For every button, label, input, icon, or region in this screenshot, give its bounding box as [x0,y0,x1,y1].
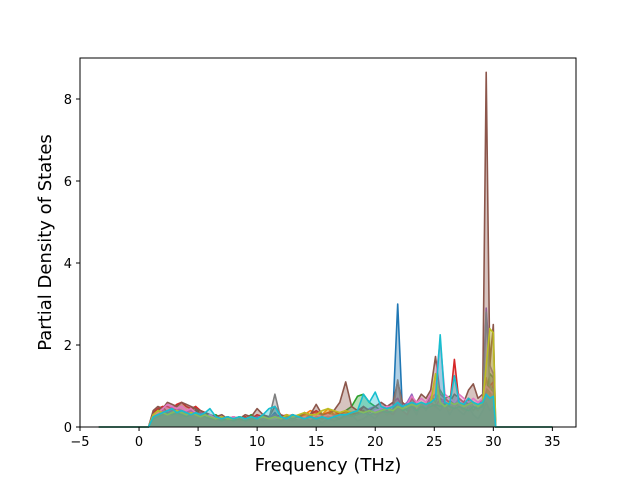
x-axis-label: Frequency (THz) [255,455,402,476]
series-layer [98,71,553,428]
series-fill-4 [98,359,553,427]
y-axis-label: Partial Density of States [35,134,56,351]
series-fill-2 [98,377,553,427]
series-fill-9 [98,328,553,427]
series-line-10 [98,333,553,428]
x-tick-label: −5 [70,435,89,450]
series-line-6 [98,71,553,428]
plot-frame [79,57,577,428]
y-tick-label: 8 [64,93,72,108]
series-line-4 [98,358,553,428]
x-tick-label: 35 [544,435,561,450]
series-line-9 [98,327,553,428]
y-tick-label: 6 [64,175,72,190]
y-tick-label: 0 [64,421,72,436]
series-line-1 [98,303,553,428]
series-line-7 [98,340,553,428]
x-tick-label: 15 [308,435,325,450]
y-tick-label: 2 [64,339,72,354]
x-tick-label: 20 [367,435,384,450]
series-fill-3 [98,373,553,427]
x-tick-label: 5 [194,435,202,450]
x-tick-label: 0 [135,435,143,450]
x-tick-label: 25 [426,435,443,450]
y-tick-label: 4 [64,257,72,272]
x-tick-label: 30 [485,435,502,450]
x-tick-label: 10 [249,435,266,450]
